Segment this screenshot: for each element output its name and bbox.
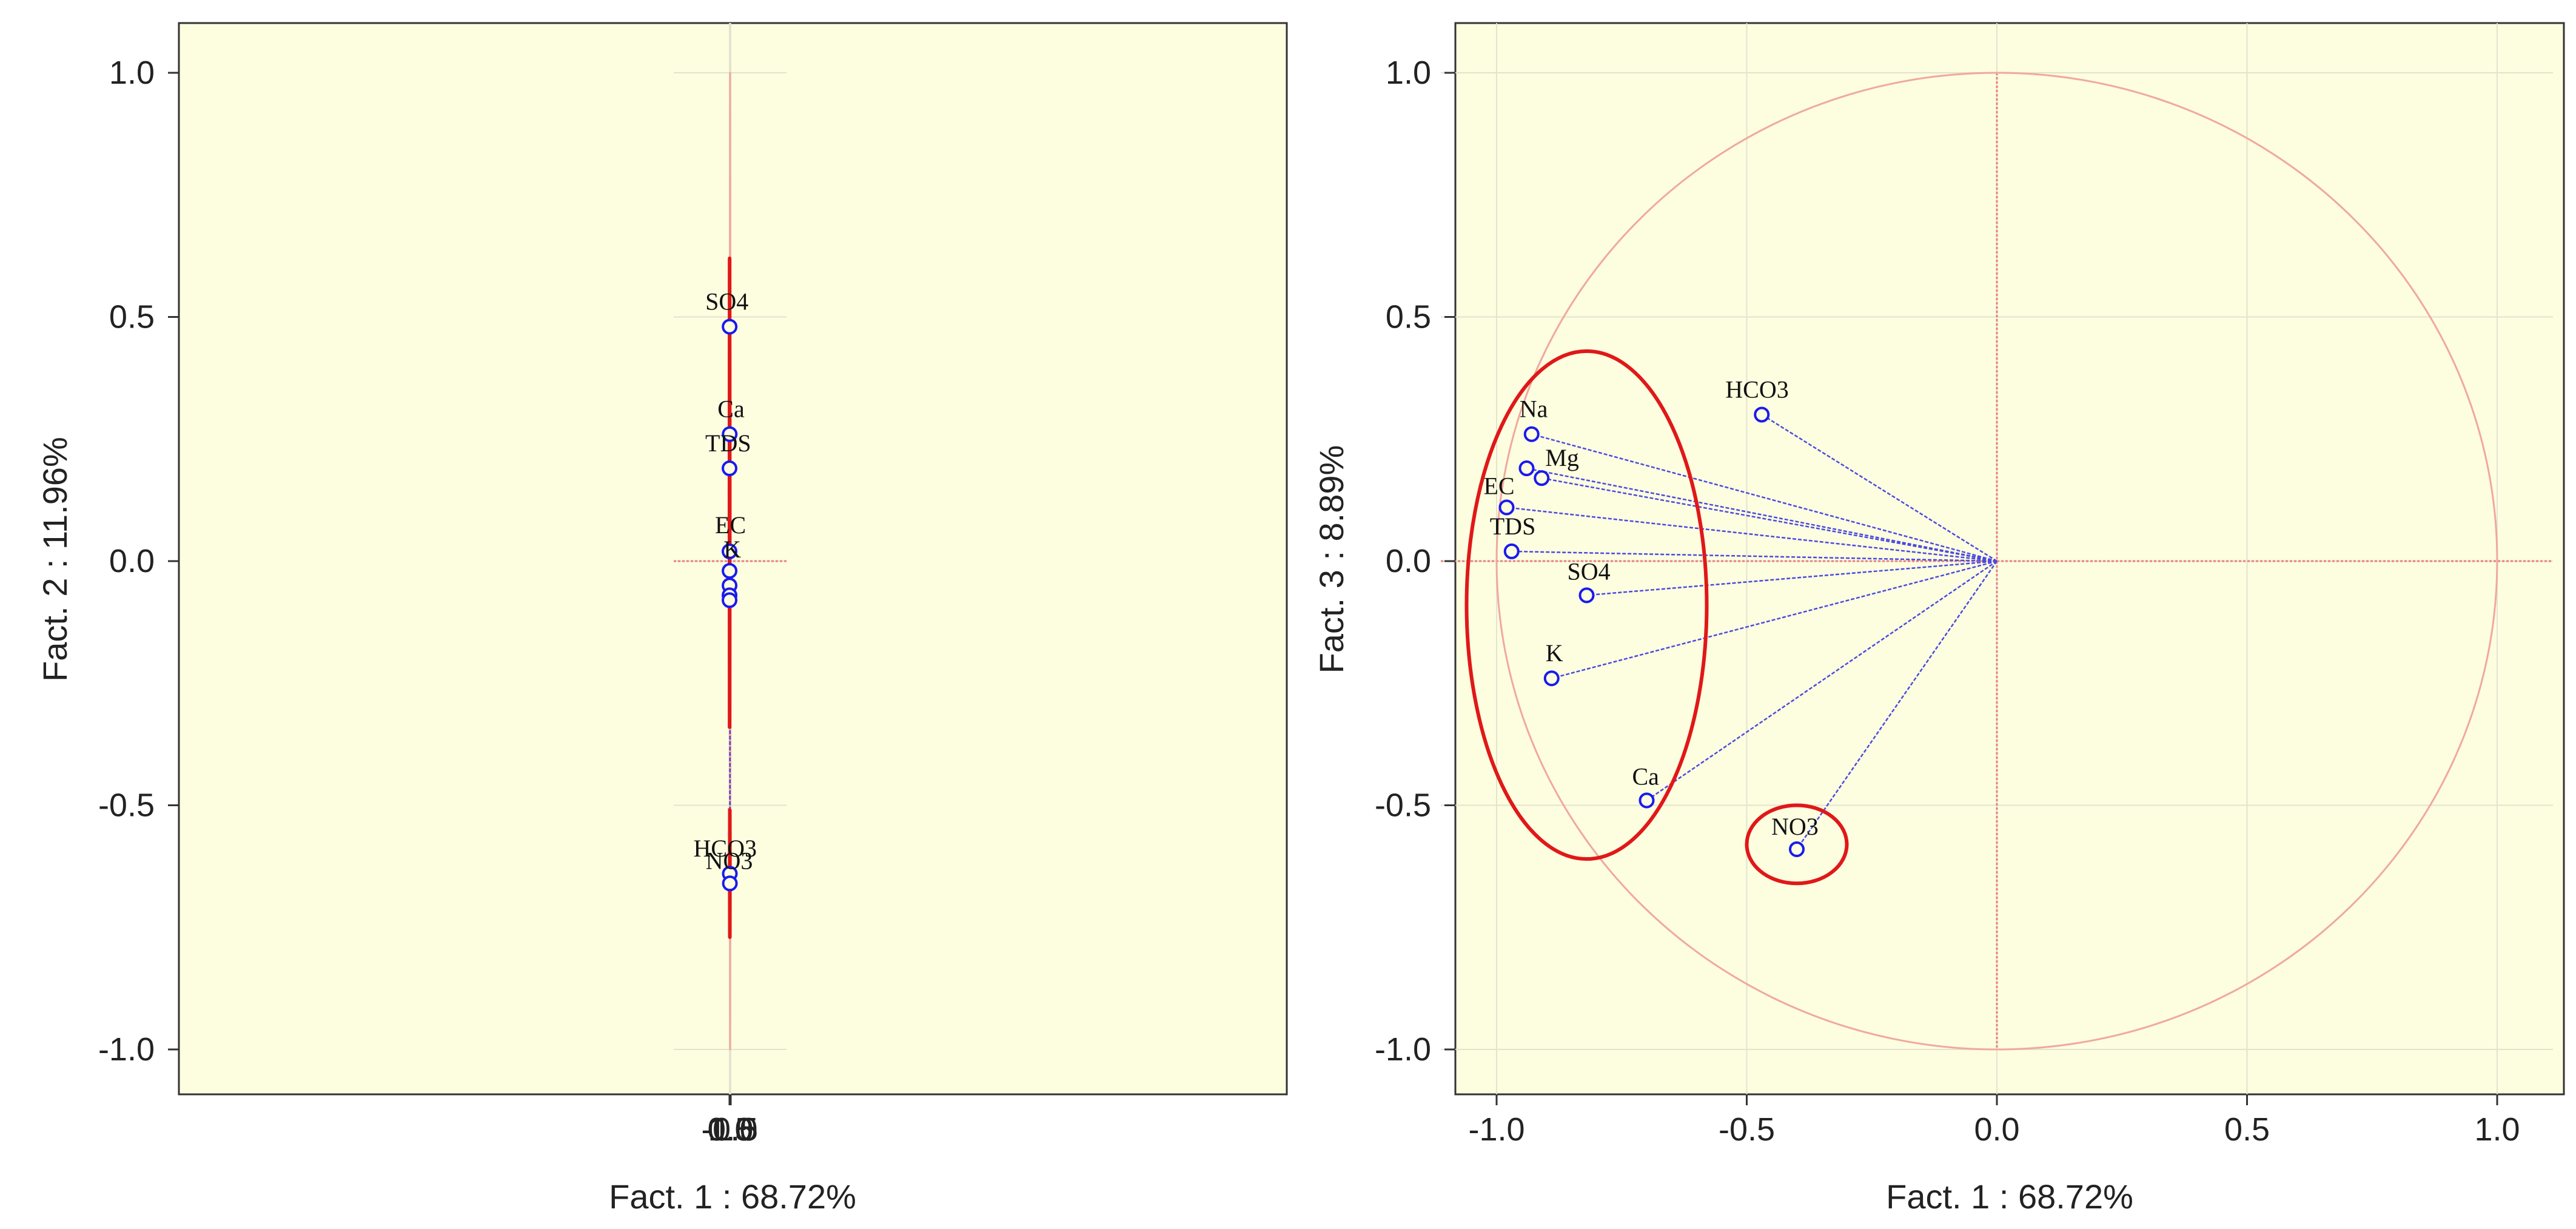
y-axis-title-left: Fact. 2 : 11.96% <box>36 437 74 682</box>
y-tick-label: 1.0 <box>1386 55 1431 91</box>
label-ca: Ca <box>1632 763 1660 790</box>
point-k <box>722 563 738 579</box>
label-k: K <box>1546 639 1563 667</box>
label-ec: EC <box>1484 472 1515 499</box>
x-tick-labels-right: -1.0 -0.5 0.0 0.5 1.0 <box>1468 1094 2520 1148</box>
point-tds <box>722 460 738 477</box>
label-tds: TDS <box>705 429 751 457</box>
cluster-1-ellipse <box>1464 349 1709 861</box>
loading-vector-k <box>1551 560 1997 679</box>
unit-circle-right <box>1495 72 2498 1051</box>
label-hco3: HCO3 <box>1725 376 1788 403</box>
y-tick-label: 0.0 <box>1386 543 1431 579</box>
loading-vector-tds <box>1511 550 1997 562</box>
x-tick-label: 0.5 <box>708 1111 753 1148</box>
y-tick-labels-left: -1.0 -0.5 0.0 0.5 1.0 <box>98 55 179 1068</box>
point-ca <box>722 426 738 442</box>
point-no3 <box>1789 841 1805 857</box>
label-no3: NO3 <box>1771 813 1819 840</box>
point-na <box>1523 426 1540 442</box>
variable-labels-right: Na Mg EC TDS SO4 K Ca HCO3 NO3 <box>1484 376 1819 840</box>
point-cl <box>1518 460 1535 477</box>
label-ec: EC <box>715 511 746 539</box>
loading-vectors-right <box>1506 414 1998 850</box>
y-tick-label: -1.0 <box>98 1031 155 1068</box>
x-tick-label: 1.0 <box>2474 1111 2520 1148</box>
x-tick-label: 1.0 <box>708 1111 753 1148</box>
x-tick-label: 0.0 <box>707 1111 753 1148</box>
x-axis-title-right: Fact. 1 : 68.72% <box>1886 1177 2133 1216</box>
x-axis-title-left: Fact. 1 : 68.72% <box>609 1177 856 1216</box>
y-tick-label: -0.5 <box>98 787 155 824</box>
point-no3 <box>722 875 738 892</box>
x-tick-labels-left: -1.0-0.50.00.51.0 <box>701 1094 758 1148</box>
y-tick-label: -1.0 <box>1375 1031 1431 1068</box>
unit-circle <box>1495 72 2498 1051</box>
x-tick-label: 0.5 <box>2224 1111 2270 1148</box>
y-tick-label: 0.0 <box>109 543 155 579</box>
point-ec <box>1498 499 1515 516</box>
loading-vector-mg <box>1541 477 1997 562</box>
label-mg: Mg <box>1545 444 1579 471</box>
label-so4: SO4 <box>705 288 748 315</box>
y-tick-label: 0.5 <box>1386 299 1431 335</box>
loading-vector-so4 <box>1586 560 1997 596</box>
x-tick-label: 0.0 <box>1974 1111 2019 1148</box>
x-tick-label: -1.0 <box>701 1111 757 1148</box>
point-tds <box>1503 543 1520 559</box>
loading-vector-ec <box>1506 507 1997 562</box>
point-so4 <box>722 318 738 335</box>
cluster-ellipses-right <box>1464 349 1849 886</box>
x-tick-label: -1.0 <box>1468 1111 1524 1148</box>
label-na: Na <box>1520 396 1548 423</box>
plot-area-left <box>178 22 1288 1096</box>
x-tick-label: -0.5 <box>1719 1111 1775 1148</box>
loading-vector-cl <box>1526 467 1997 562</box>
loading-vector-hco3 <box>1761 414 1997 562</box>
chart-fact1-vs-fact3: Na Mg EC TDS SO4 K Ca HCO3 NO3 -1.0 -0.5 0.0 0.5 1.0… <box>1312 22 2565 1216</box>
label-tds: TDS <box>1490 513 1536 540</box>
label-so4: SO4 <box>1568 557 1611 585</box>
label-hco3: HCO3 <box>694 835 757 862</box>
label-ca: Ca <box>717 396 745 423</box>
label-no3: NO3 <box>706 847 753 874</box>
y-tick-labels-right: -1.0 -0.5 0.0 0.5 1.0 <box>1375 55 1455 1068</box>
y-tick-label: 1.0 <box>109 55 155 91</box>
loading-vector-no3 <box>1796 561 1998 850</box>
y-axis-title-right: Fact. 3 : 8.89% <box>1312 445 1350 674</box>
point-mg <box>1534 470 1550 487</box>
plot-area-right <box>1454 22 2565 1096</box>
y-tick-label: 0.5 <box>109 299 155 335</box>
loading-vector-na <box>1531 433 1997 562</box>
point-ca <box>1639 792 1655 809</box>
point-cl <box>722 592 738 608</box>
x-tick-label: -0.5 <box>702 1111 758 1148</box>
cluster-2-ellipse <box>1745 803 1849 886</box>
y-tick-label: -0.5 <box>1375 787 1431 824</box>
point-hco3 <box>1754 406 1770 423</box>
loading-points-right <box>1498 406 1805 857</box>
point-so4 <box>1578 587 1595 604</box>
point-ec <box>722 543 738 559</box>
label-k: K <box>723 536 741 563</box>
loading-points-left <box>722 318 738 892</box>
point-k <box>1543 670 1560 687</box>
